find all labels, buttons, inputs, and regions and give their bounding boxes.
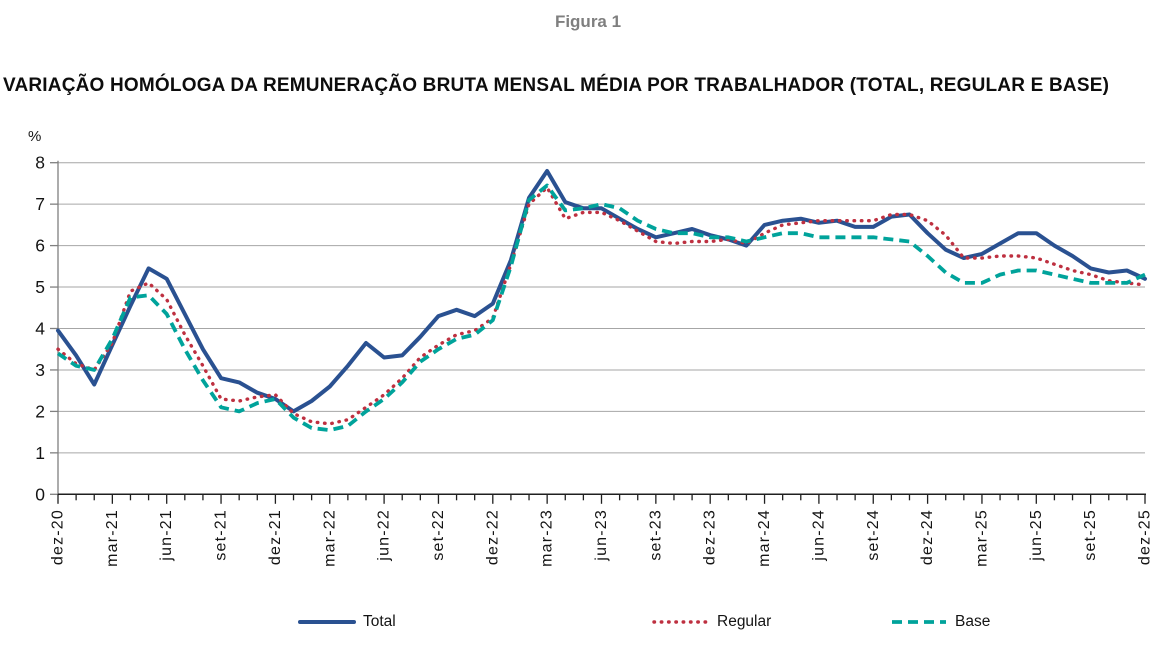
legend-item-regular: Regular — [652, 609, 771, 635]
legend-label-total: Total — [363, 613, 396, 630]
svg-text:8: 8 — [35, 153, 45, 173]
total-line-sample — [298, 620, 356, 624]
legend-label-base: Base — [955, 613, 991, 630]
svg-text:jun-23: jun-23 — [593, 509, 610, 562]
svg-text:2: 2 — [35, 401, 45, 421]
svg-text:3: 3 — [35, 360, 45, 380]
series-total — [56, 169, 1147, 414]
y-axis: 0 1 2 3 4 5 6 7 8% — [28, 128, 59, 504]
svg-text:0: 0 — [35, 484, 45, 504]
svg-text:set-21: set-21 — [213, 509, 230, 561]
svg-text:set-25: set-25 — [1082, 509, 1099, 561]
legend: Total Regular Base — [0, 609, 1176, 635]
svg-text:5: 5 — [35, 277, 45, 297]
base-line-sample — [892, 620, 946, 624]
figure-label: Figura 1 — [554, 12, 622, 31]
svg-text:jun-24: jun-24 — [810, 509, 827, 562]
legend-label-regular: Regular — [717, 613, 772, 630]
svg-text:jun-22: jun-22 — [376, 509, 393, 562]
svg-text:set-23: set-23 — [647, 509, 664, 561]
svg-text:dez-20: dez-20 — [50, 509, 67, 565]
svg-text:mar-22: mar-22 — [321, 509, 338, 567]
svg-text:dez-21: dez-21 — [267, 509, 284, 565]
svg-text:set-24: set-24 — [865, 509, 882, 561]
series-regular — [56, 185, 1147, 426]
svg-text:mar-21: mar-21 — [104, 509, 121, 567]
svg-text:6: 6 — [35, 236, 45, 256]
legend-item-base: Base — [890, 609, 990, 635]
svg-text:mar-25: mar-25 — [973, 509, 990, 567]
svg-text:dez-24: dez-24 — [919, 509, 936, 565]
svg-text:set-22: set-22 — [430, 509, 447, 561]
gridlines — [58, 162, 1145, 454]
svg-text:dez-25: dez-25 — [1137, 509, 1154, 565]
svg-text:1: 1 — [35, 443, 45, 463]
legend-item-total: Total — [298, 609, 396, 635]
svg-text:mar-23: mar-23 — [539, 509, 556, 567]
chart-title: VARIAÇÃO HOMÓLOGA DA REMUNERAÇÃO BRUTA M… — [3, 75, 1110, 96]
regular-line-sample — [652, 620, 710, 624]
svg-text:4: 4 — [35, 319, 45, 339]
svg-text:jun-21: jun-21 — [158, 509, 175, 562]
svg-text:dez-23: dez-23 — [702, 509, 719, 565]
svg-text:7: 7 — [35, 194, 45, 214]
line-chart-canvas: 0 1 2 3 4 5 6 7 8% dez-20 mar-21 jun-21 set-21 dez-21… — [28, 128, 1154, 567]
svg-text:mar-24: mar-24 — [756, 509, 773, 567]
svg-text:dez-22: dez-22 — [484, 509, 501, 565]
svg-text:jun-25: jun-25 — [1028, 509, 1045, 562]
x-axis: dez-20 mar-21 jun-21 set-21 dez-21 mar-22 jun-… — [50, 493, 1154, 567]
y-axis-unit: % — [28, 128, 41, 145]
series-base — [56, 183, 1146, 433]
